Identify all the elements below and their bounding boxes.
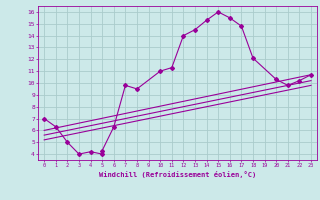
X-axis label: Windchill (Refroidissement éolien,°C): Windchill (Refroidissement éolien,°C) [99,171,256,178]
